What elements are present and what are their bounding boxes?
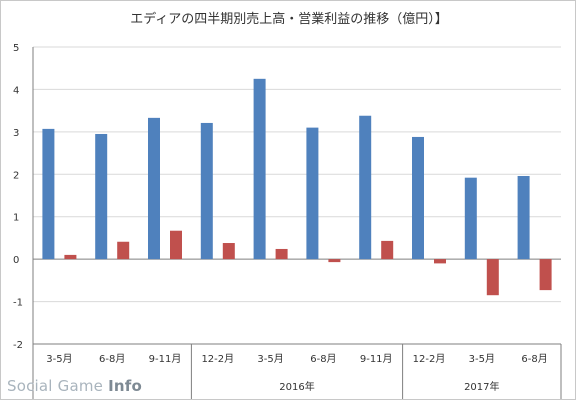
bars <box>42 78 552 296</box>
category-label: 12-2月 <box>201 353 234 365</box>
category-label: 3-5月 <box>257 353 283 365</box>
gridlines <box>32 46 561 345</box>
y-tick-label: 0 <box>13 255 19 266</box>
bar-operating-profit <box>434 259 446 264</box>
bar-revenue <box>253 78 266 260</box>
category-label: 9-11月 <box>360 353 393 365</box>
y-tick-label: 1 <box>13 213 19 224</box>
bar-revenue <box>306 127 319 260</box>
y-axis-ticks: 5 4 3 2 1 0 -1 -2 <box>13 43 23 351</box>
year-group-label: 2016年 <box>279 380 314 393</box>
y-tick-label: -1 <box>13 298 23 309</box>
category-label: 3-5月 <box>469 353 495 365</box>
category-label: 6-8月 <box>99 353 125 365</box>
category-label: 12-2月 <box>413 353 446 365</box>
y-tick-label: 5 <box>13 43 19 54</box>
y-tick-label: 3 <box>13 128 19 139</box>
category-label: 6-8月 <box>521 353 547 365</box>
bar-revenue <box>464 177 477 260</box>
bar-revenue <box>95 133 108 260</box>
watermark-logo: Social Game Info <box>7 377 142 395</box>
bar-operating-profit <box>381 240 394 260</box>
bar-revenue <box>42 128 55 260</box>
bar-revenue <box>517 175 530 260</box>
watermark-text: Social Game <box>7 377 109 395</box>
bar-operating-profit <box>328 259 341 263</box>
category-label: 9-11月 <box>149 353 182 365</box>
category-label: 6-8月 <box>310 353 336 365</box>
bar-operating-profit <box>117 241 130 260</box>
watermark-text-bold: Info <box>108 377 142 395</box>
bar-revenue <box>359 115 372 260</box>
bar-operating-profit <box>170 230 182 260</box>
category-label: 3-5月 <box>46 353 72 365</box>
bar-operating-profit <box>222 243 235 260</box>
bar-operating-profit <box>486 259 499 296</box>
bar-operating-profit <box>539 259 552 291</box>
y-tick-label: 4 <box>13 85 19 96</box>
bar-revenue <box>200 122 213 260</box>
bar-operating-profit <box>64 254 77 260</box>
y-tick-label: 2 <box>13 170 19 181</box>
category-axis: 3-5月 6-8月 9-11月 12-2月 3-5月 6-8月 9-11月 12-2月 3-5月… <box>32 343 562 399</box>
bar-revenue <box>412 136 424 260</box>
bar-operating-profit <box>275 248 288 260</box>
y-tick-label: -2 <box>13 340 23 351</box>
chart-title: エディアの四半期別売上高・営業利益の推移（億円）】 <box>130 11 448 27</box>
year-group-label: 2017年 <box>464 380 499 393</box>
bar-revenue <box>148 117 160 260</box>
